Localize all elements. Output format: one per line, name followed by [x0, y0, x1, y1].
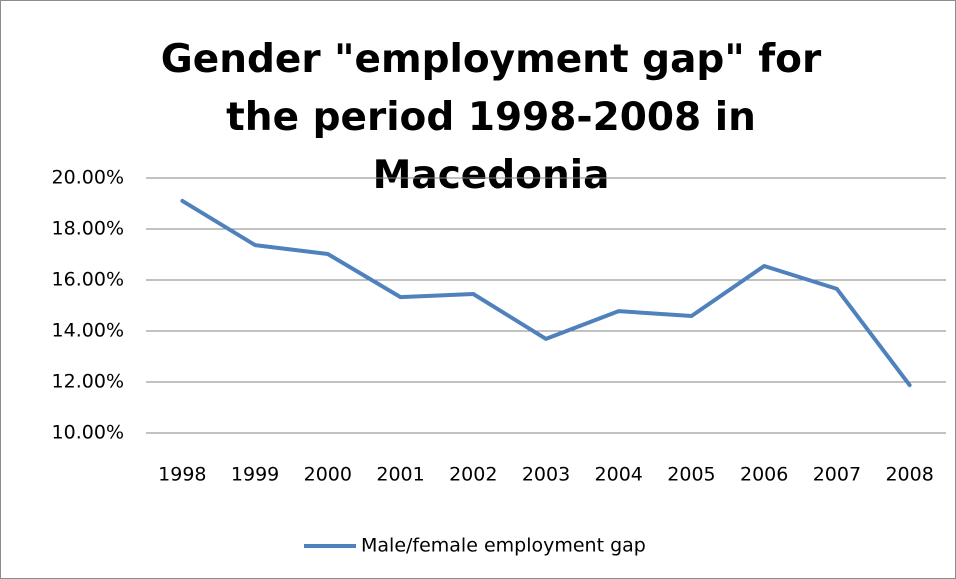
x-tick-label: 1999: [231, 464, 279, 486]
x-tick-label: 2004: [595, 464, 643, 486]
data-line: [180, 198, 912, 388]
x-tick-label: 2006: [740, 464, 788, 486]
x-tick-label: 2007: [813, 464, 861, 486]
y-tick-label: 18.00%: [52, 218, 124, 240]
x-tick-label: 2002: [449, 464, 497, 486]
x-tick-label: 2001: [376, 464, 424, 486]
y-tick-label: 12.00%: [52, 371, 124, 393]
y-tick-label: 20.00%: [52, 167, 124, 189]
y-tick-label: 16.00%: [52, 269, 124, 291]
x-tick-label: 2008: [885, 464, 933, 486]
chart-title: Gender "employment gap" for the period 1…: [160, 37, 822, 198]
y-tick-label: 10.00%: [52, 422, 124, 444]
x-tick-label: 2005: [667, 464, 715, 486]
y-tick-label: 14.00%: [52, 320, 124, 342]
x-tick-label: 1998: [158, 464, 206, 486]
x-tick-label: 2000: [304, 464, 352, 486]
x-tick-label: 2003: [522, 464, 570, 486]
legend-label: Male/female employment gap: [361, 535, 646, 557]
